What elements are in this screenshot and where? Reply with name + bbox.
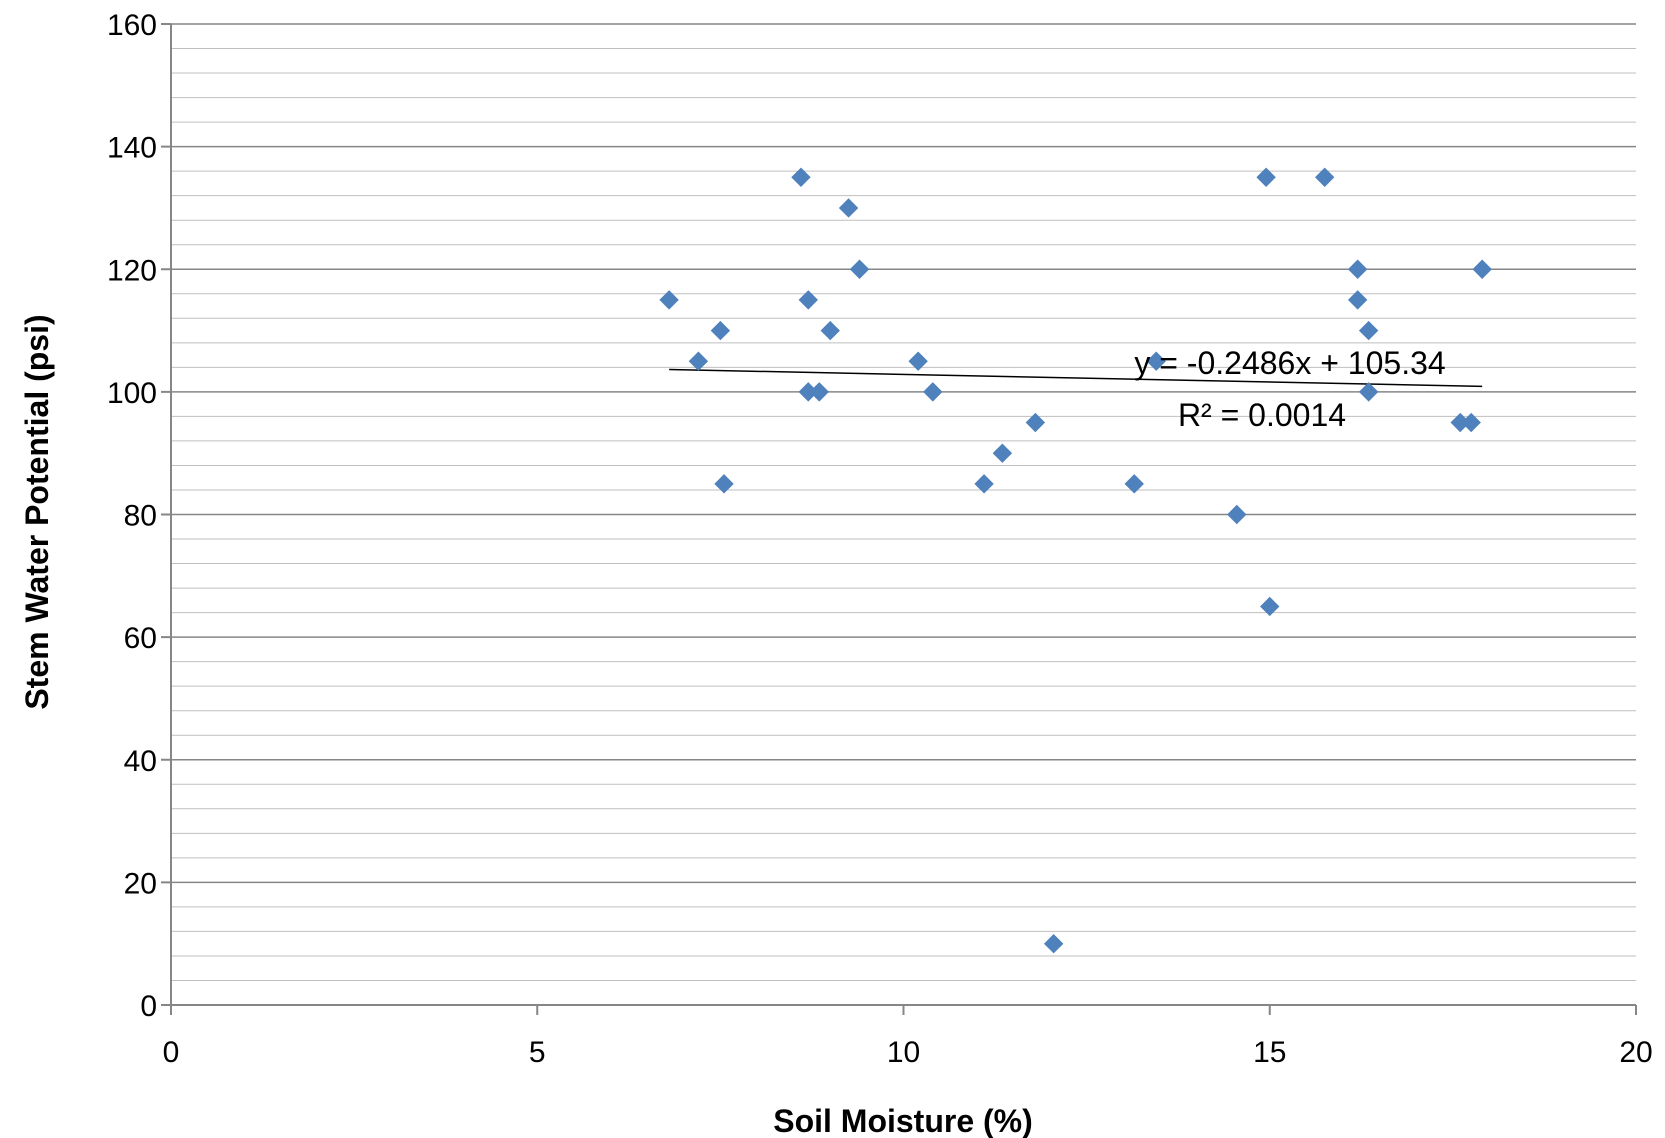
y-tick-label: 100 bbox=[107, 377, 157, 410]
trendline bbox=[669, 368, 1483, 388]
data-point bbox=[1025, 412, 1046, 433]
data-point bbox=[1256, 167, 1276, 187]
x-tick-label: 10 bbox=[887, 1036, 920, 1069]
data-point bbox=[1146, 351, 1166, 371]
data-point bbox=[1260, 596, 1280, 617]
y-tick-label: 80 bbox=[124, 500, 157, 533]
y-tick-label: 60 bbox=[124, 622, 157, 655]
tick-labels: 0 20 40 60 80 100 120 140 160 0 5 10 15 20 bbox=[107, 9, 1653, 1069]
y-tick-label: 140 bbox=[107, 132, 157, 165]
data-point bbox=[798, 290, 818, 310]
y-tick-label: 120 bbox=[107, 254, 157, 287]
data-point bbox=[1043, 933, 1064, 954]
data-point bbox=[710, 320, 731, 341]
x-tick-label: 5 bbox=[529, 1036, 546, 1069]
data-point bbox=[923, 382, 943, 402]
data-point bbox=[688, 351, 709, 371]
data-point bbox=[1347, 259, 1368, 279]
y-tick-label: 20 bbox=[124, 867, 157, 900]
grid bbox=[171, 23, 1636, 981]
data-point bbox=[714, 474, 734, 494]
data-point bbox=[659, 290, 679, 310]
data-point bbox=[791, 167, 811, 187]
data-point bbox=[974, 474, 994, 494]
data-point bbox=[1358, 320, 1379, 341]
x-tick-label: 20 bbox=[1619, 1036, 1652, 1069]
trendline-equation: y = -0.2486x + 105.34 bbox=[1134, 345, 1445, 381]
data-point bbox=[809, 382, 829, 402]
y-tick-label: 160 bbox=[107, 9, 157, 42]
data-point bbox=[820, 320, 840, 341]
data-points bbox=[659, 167, 1492, 954]
trendline-group bbox=[669, 368, 1483, 388]
y-tick-label: 40 bbox=[124, 745, 157, 778]
x-tick-label: 15 bbox=[1253, 1036, 1286, 1069]
data-point bbox=[1227, 504, 1247, 525]
data-point bbox=[1314, 167, 1335, 187]
data-point bbox=[838, 198, 859, 218]
y-axis-title: Stem Water Potential (psi) bbox=[19, 314, 55, 709]
y-tick-label: 0 bbox=[140, 990, 157, 1023]
data-point bbox=[1472, 259, 1492, 279]
data-point bbox=[1347, 290, 1368, 310]
data-point bbox=[1461, 412, 1481, 433]
data-point bbox=[1124, 474, 1144, 494]
data-point bbox=[908, 351, 928, 371]
data-point bbox=[1358, 382, 1379, 402]
x-axis-title: Soil Moisture (%) bbox=[773, 1103, 1033, 1138]
trendline-r-squared: R² = 0.0014 bbox=[1178, 397, 1346, 433]
x-tick-label: 0 bbox=[163, 1036, 180, 1069]
data-point bbox=[992, 443, 1013, 463]
data-point bbox=[849, 259, 870, 279]
